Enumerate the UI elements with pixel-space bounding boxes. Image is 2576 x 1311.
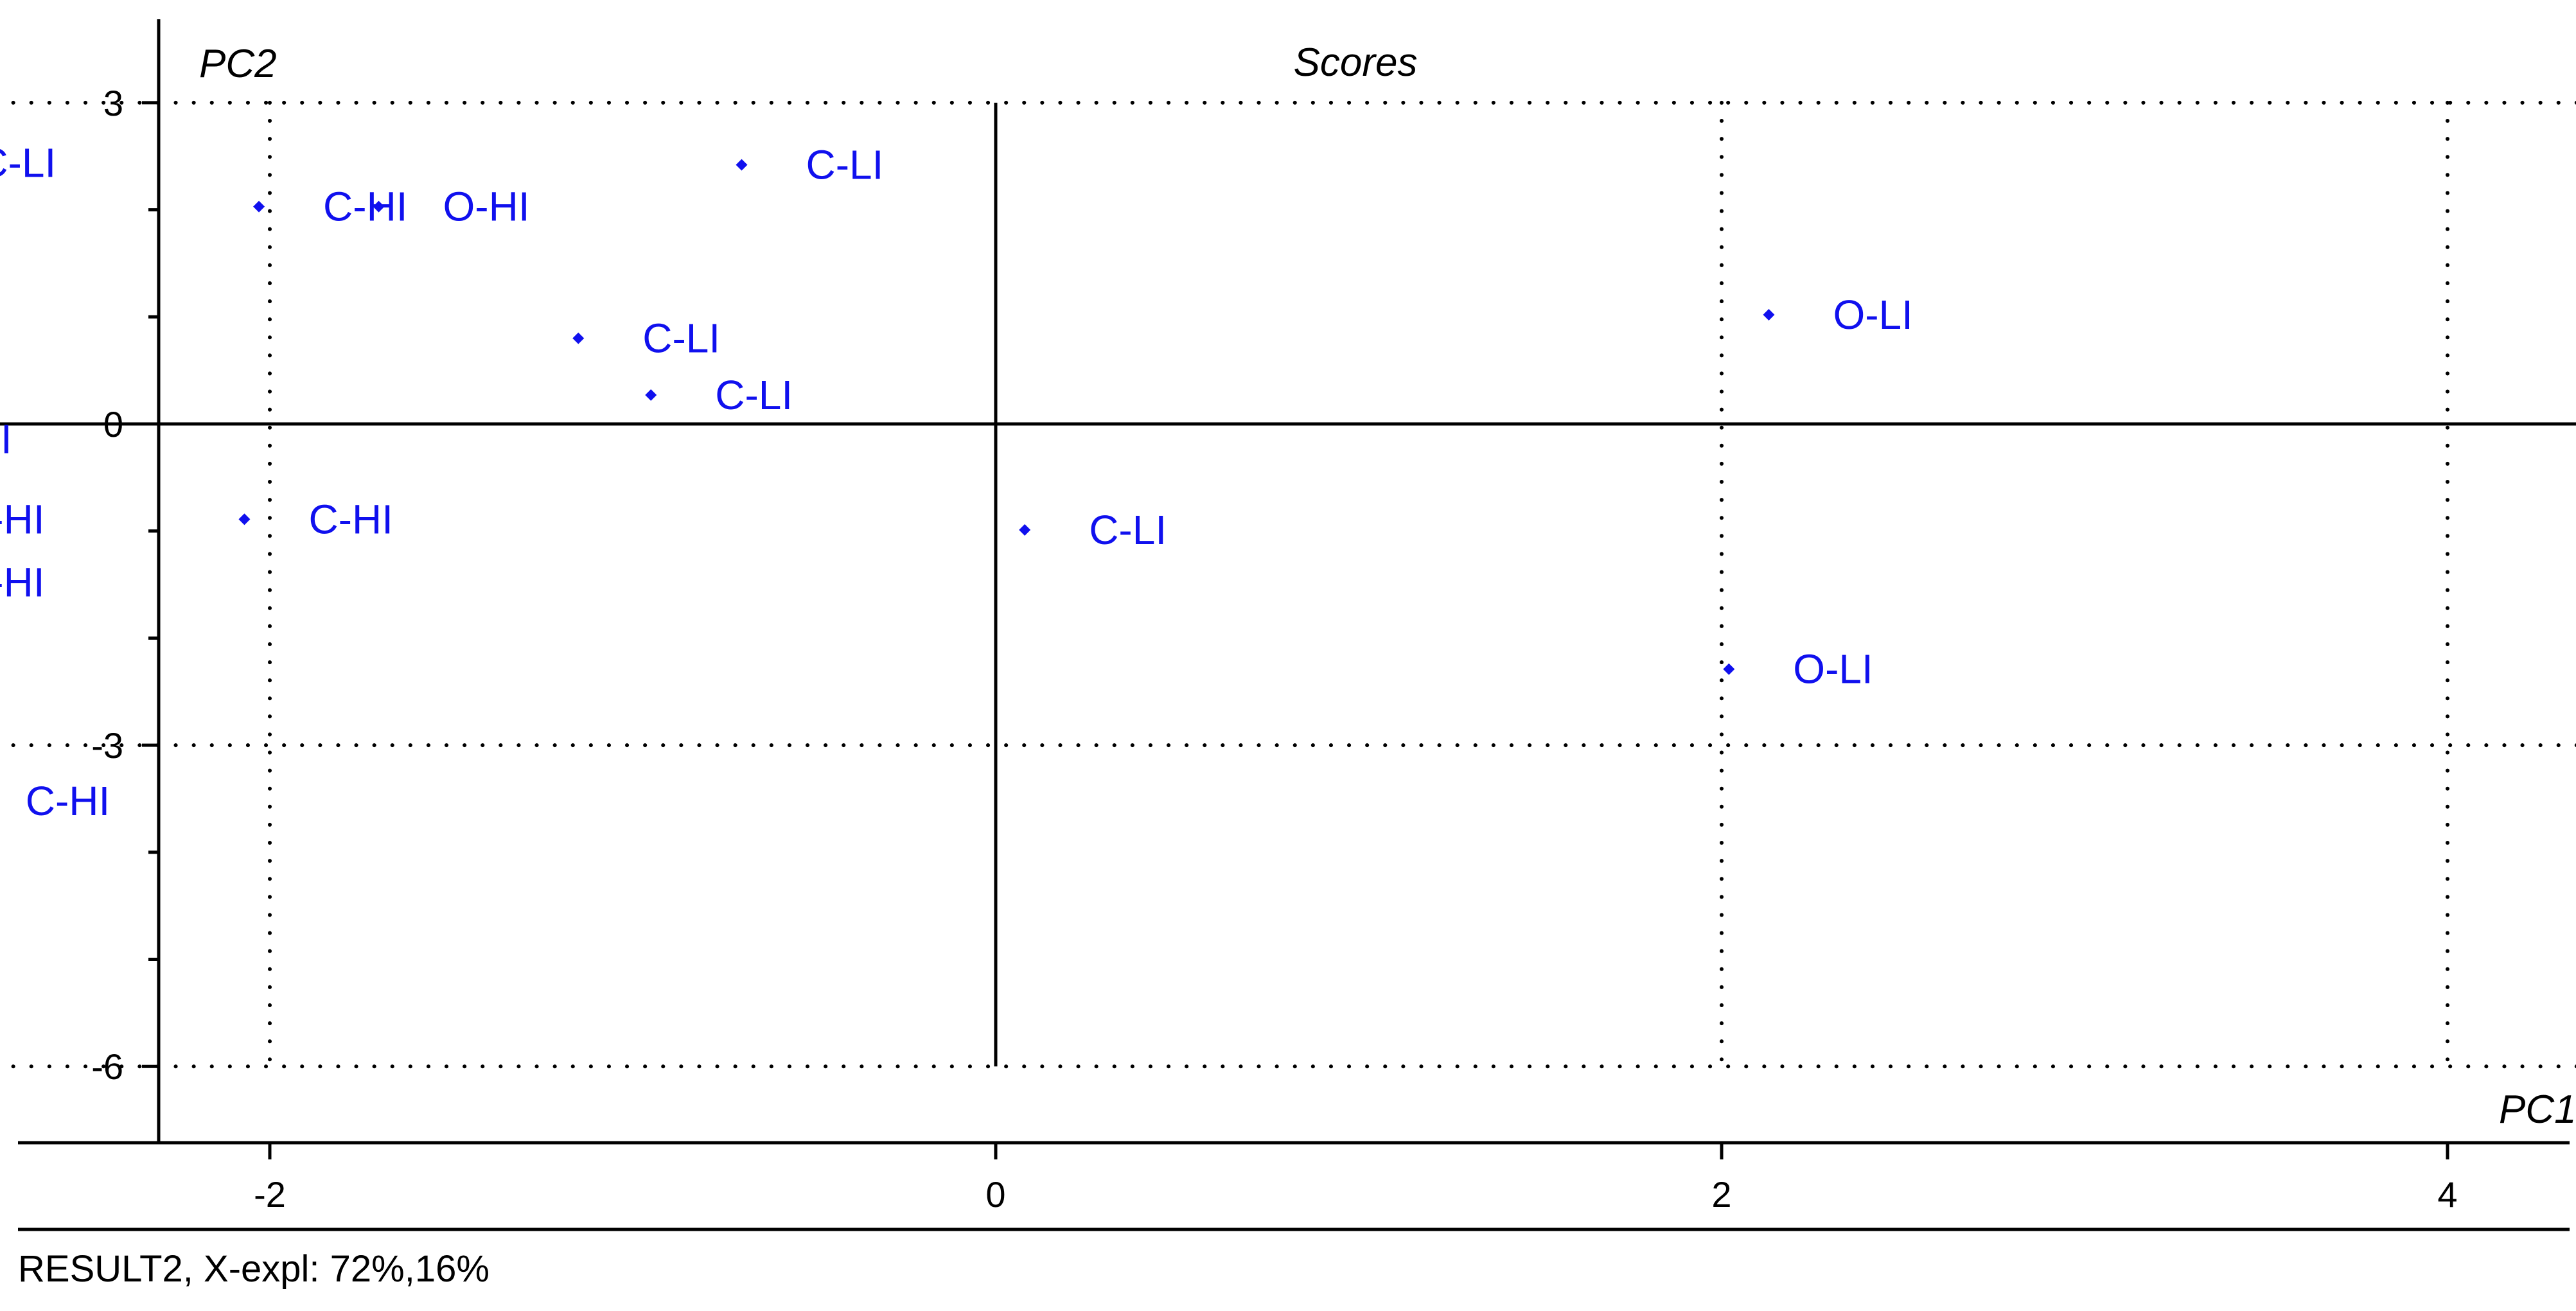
- data-point-label: C-HI: [26, 778, 110, 824]
- data-point: [373, 200, 385, 213]
- data-point-label: C-LI: [1089, 507, 1167, 553]
- data-point-label: C-LI: [715, 372, 793, 418]
- x-tick-label: 2: [1711, 1174, 1731, 1215]
- x-tick-label: -2: [254, 1174, 286, 1215]
- points-layer: C-LIC-LIC-HIO-HIC-LIC-LIC-LIC-LIC-HIC-LI…: [0, 139, 1913, 824]
- data-point: [736, 159, 748, 171]
- data-point-label: C-HI: [0, 559, 45, 606]
- data-point-label: C-LI: [642, 315, 720, 362]
- data-point: [1723, 663, 1735, 675]
- data-point: [1763, 308, 1775, 321]
- data-point: [1019, 524, 1031, 536]
- chart-title: Scores: [1294, 40, 1418, 85]
- y-tick-label: 0: [103, 404, 123, 444]
- data-point-label: C-HI: [308, 496, 393, 542]
- data-point-label: C-HI: [323, 184, 408, 230]
- data-point-label: O-LI: [1833, 292, 1912, 338]
- grid-layer: [0, 100, 2576, 1069]
- data-point-label: C-LI: [806, 142, 884, 188]
- data-point-label: O-LI: [1793, 646, 1873, 692]
- data-point-label: C-HI: [0, 416, 12, 462]
- data-point-label: C-HI: [0, 496, 45, 542]
- ticks-layer: -4-20246830-3-6: [91, 83, 2457, 1215]
- y-axis-title: PC2: [199, 42, 277, 86]
- data-point: [572, 332, 585, 344]
- data-point: [238, 513, 251, 525]
- data-point-label: C-LI: [0, 139, 56, 186]
- x-tick-label: 0: [985, 1174, 1005, 1215]
- y-tick-label: -6: [91, 1046, 123, 1087]
- y-tick-label: -3: [91, 725, 123, 766]
- y-tick-label: 3: [103, 83, 123, 123]
- footer-result-text: RESULT2, X-expl: 72%,16%: [18, 1248, 490, 1290]
- data-point: [645, 389, 657, 401]
- x-tick-label: 4: [2437, 1174, 2457, 1215]
- data-point-label: O-HI: [443, 184, 530, 230]
- data-point: [253, 200, 265, 213]
- x-axis-title: PC1: [2499, 1087, 2576, 1132]
